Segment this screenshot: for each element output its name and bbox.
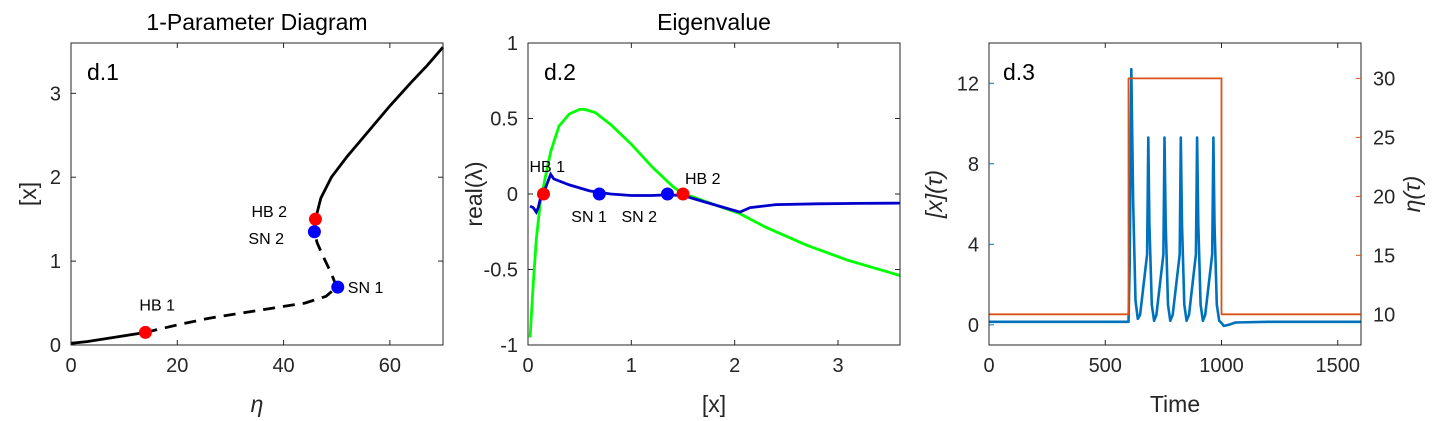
eigenvalue-curve-1 <box>528 108 901 338</box>
panel-d2: Eigenvalue HB 1 SN 1 SN 2 HB 2 0 1 2 3 -1 -0.5 0 0… <box>461 9 901 417</box>
y-tick-label: -1 <box>500 335 518 357</box>
point-label: HB 2 <box>251 204 287 221</box>
x-tick-label: 500 <box>1089 355 1122 377</box>
bifurcation-branch-unstable <box>145 286 338 334</box>
eigenvalue-point <box>592 187 606 201</box>
y-tick-label: 25 <box>1373 127 1395 149</box>
y-tick-label: 0 <box>968 315 979 337</box>
left-y-axis-label: [x](τ) <box>921 170 947 219</box>
bifurcation-point <box>138 325 152 339</box>
point-label: SN 2 <box>622 209 658 226</box>
plot-frame <box>988 42 1362 346</box>
bifurcation-branch-stable <box>313 46 445 232</box>
y-tick-label: 0 <box>50 335 61 357</box>
y-tick-label: 4 <box>968 234 979 256</box>
eta-timeseries-line <box>989 77 1361 316</box>
point-label: HB 2 <box>685 171 721 188</box>
bifurcation-point <box>307 225 321 239</box>
x-tick-label: 2 <box>729 355 740 377</box>
y-tick-label: 0 <box>507 184 518 206</box>
y-axis-label: [x] <box>15 182 41 206</box>
panel-title: 1-Parameter Diagram <box>146 9 367 35</box>
bifurcation-point <box>308 212 322 226</box>
y-axis-label: real(λ) <box>461 161 487 226</box>
panel-d1: 1-Parameter Diagram HB 1SN 1HB 2SN 2 0 20… <box>15 9 445 417</box>
x-axis-label: η <box>251 391 264 417</box>
eigenvalue-point <box>676 187 690 201</box>
y-tick-label: 10 <box>1373 304 1395 326</box>
y-tick-label: 8 <box>968 154 979 176</box>
point-label: HB 1 <box>139 297 175 314</box>
y-tick-label: 1 <box>50 251 61 273</box>
y-tick-label: 1 <box>507 33 518 55</box>
bifurcation-branch-stable <box>70 331 146 345</box>
plot-frame <box>70 42 444 346</box>
y-tick-label: 20 <box>1373 186 1395 208</box>
point-label: SN 2 <box>248 231 284 248</box>
x-axis-label: [x] <box>702 391 726 417</box>
x-tick-label: 3 <box>832 355 843 377</box>
plot-frame <box>527 42 901 346</box>
x-tick-label: 60 <box>379 355 401 377</box>
point-label: SN 1 <box>571 209 607 226</box>
x-tick-label: 1 <box>626 355 637 377</box>
x-tick-label: 20 <box>166 355 188 377</box>
bifurcation-point <box>331 280 345 294</box>
eigenvalue-curve-2 <box>529 171 901 215</box>
panel-d3: 0 500 1000 1500 0 4 8 12 10 15 20 25 30 d.3 [x](τ) η… <box>921 42 1425 417</box>
x-timeseries-line <box>989 67 1361 328</box>
x-tick-label: 0 <box>522 355 533 377</box>
x-tick-label: 1500 <box>1316 355 1361 377</box>
y-tick-label: 2 <box>50 167 61 189</box>
bifurcation-branch-unstable <box>313 231 339 288</box>
x-axis-label: Time <box>1150 391 1200 417</box>
y-tick-label: 12 <box>957 73 979 95</box>
y-tick-label: -0.5 <box>484 260 518 282</box>
panel-label: d.2 <box>544 59 576 85</box>
eigenvalue-point <box>537 187 550 201</box>
x-tick-label: 40 <box>272 355 294 377</box>
eigenvalue-point <box>661 187 674 201</box>
x-tick-label: 1000 <box>1199 355 1244 377</box>
point-label: HB 1 <box>530 159 566 176</box>
x-tick-label: 0 <box>983 355 994 377</box>
panel-label: d.1 <box>87 59 119 85</box>
panel-label: d.3 <box>1003 59 1035 85</box>
right-y-axis-label: η(τ) <box>1399 176 1425 213</box>
y-tick-label: 0.5 <box>490 109 518 131</box>
y-tick-label: 30 <box>1373 68 1395 90</box>
point-label: SN 1 <box>348 280 384 297</box>
x-tick-label: 0 <box>65 355 76 377</box>
panel-title: Eigenvalue <box>657 9 771 35</box>
y-tick-label: 15 <box>1373 245 1395 267</box>
y-tick-label: 3 <box>50 83 61 105</box>
